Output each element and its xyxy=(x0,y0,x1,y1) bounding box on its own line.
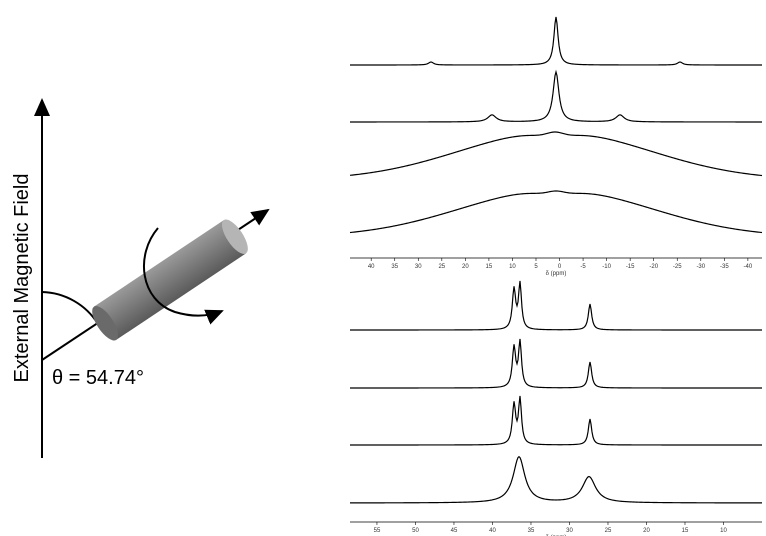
spectrum-trace xyxy=(350,281,762,330)
x-tick-label: 25 xyxy=(605,528,612,534)
x-tick-label: -25 xyxy=(673,264,682,270)
x-tick-label: -35 xyxy=(720,264,729,270)
x-tick-label: 20 xyxy=(643,528,650,534)
x-tick-label: -30 xyxy=(696,264,705,270)
rotor xyxy=(87,216,252,345)
x-tick-label: 10 xyxy=(720,528,727,534)
x-tick-label: -15 xyxy=(626,264,635,270)
angle-arc xyxy=(42,292,98,324)
x-tick-label: 20 xyxy=(462,264,469,270)
spectrum-trace xyxy=(350,132,762,176)
spectrum-trace xyxy=(350,457,762,503)
x-tick-label: 45 xyxy=(451,528,458,534)
x-tick-label: 10 xyxy=(509,264,516,270)
x-tick-label: 35 xyxy=(391,264,398,270)
x-tick-label: 15 xyxy=(682,528,689,534)
x-tick-label: 35 xyxy=(528,528,535,534)
x-tick-label: 0 xyxy=(558,264,562,270)
x-axis-label: δ (ppm) xyxy=(546,271,567,277)
spectrum-trace xyxy=(350,72,762,122)
figure: External Magnetic Field θ = 54.74° 40 35 3… xyxy=(0,0,766,536)
x-tick-label: 40 xyxy=(368,264,375,270)
spectrum-trace xyxy=(350,191,762,233)
x-tick-label: -10 xyxy=(602,264,611,270)
x-tick-label: 40 xyxy=(489,528,496,534)
x-tick-label: 50 xyxy=(412,528,419,534)
x-tick-label: 55 xyxy=(374,528,381,534)
angle-label: θ = 54.74° xyxy=(52,367,144,389)
x-tick-label: -40 xyxy=(744,264,753,270)
x-tick-label: 5 xyxy=(534,264,538,270)
x-tick-label: -5 xyxy=(580,264,586,270)
spectrum-trace xyxy=(350,339,762,388)
x-tick-label: -20 xyxy=(649,264,658,270)
x-tick-label: 30 xyxy=(415,264,422,270)
spectrum-trace xyxy=(350,396,762,445)
field-label: External Magnetic Field xyxy=(11,174,33,383)
spectrum-trace xyxy=(350,17,762,65)
x-tick-label: 15 xyxy=(486,264,493,270)
x-tick-label: 25 xyxy=(438,264,445,270)
rotor-diagram: External Magnetic Field θ = 54.74° xyxy=(11,100,268,458)
x-tick-label: 30 xyxy=(566,528,573,534)
